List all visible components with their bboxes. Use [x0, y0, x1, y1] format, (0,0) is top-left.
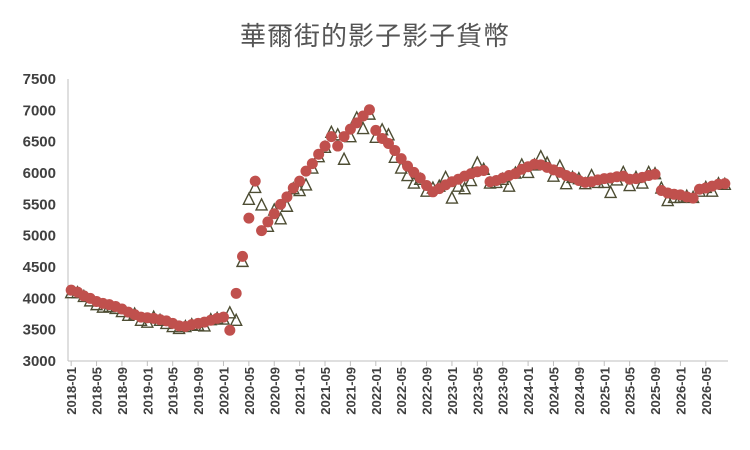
- x-tick-label: 2025-05: [623, 367, 638, 415]
- x-tick-label: 2021-09: [343, 367, 358, 415]
- data-point-circle: [649, 168, 661, 180]
- data-point-triangle: [603, 184, 618, 199]
- x-tick-label: 2018-09: [115, 367, 130, 415]
- data-point-circle: [281, 191, 293, 203]
- data-point-triangle: [248, 179, 262, 194]
- x-tick-labels: 2018-01 2018-05 2018-09 2019-01 2019-05 2019-…: [64, 361, 714, 415]
- y-tick-label: 7500: [23, 71, 56, 88]
- data-point-triangle: [445, 190, 459, 204]
- x-tick-label: 2023-01: [445, 367, 460, 415]
- x-tick-label: 2022-05: [394, 367, 409, 415]
- data-point-circle: [313, 148, 325, 160]
- data-point-triangle: [623, 177, 637, 192]
- data-point-circle: [294, 175, 306, 187]
- y-tick-label: 5000: [23, 228, 56, 245]
- y-tick-label: 6500: [23, 134, 56, 151]
- data-point-circle: [306, 158, 318, 170]
- x-tick-label: 2024-09: [572, 367, 587, 415]
- y-tick-label: 6000: [23, 165, 56, 182]
- chart-title: 華爾街的影子影子貨幣: [239, 22, 510, 52]
- data-point-triangle: [356, 120, 370, 135]
- data-point-triangle: [458, 181, 472, 195]
- data-point-circle: [237, 250, 249, 262]
- data-point-circle: [217, 311, 229, 323]
- data-point-circle: [363, 104, 375, 116]
- data-point-circle: [325, 131, 337, 143]
- series-circle: [65, 104, 731, 336]
- data-point-circle: [249, 175, 261, 187]
- y-tick-label: 3000: [23, 353, 56, 370]
- x-tick-label: 2025-01: [597, 367, 612, 415]
- x-tick-label: 2023-05: [470, 367, 485, 415]
- series-layer: [64, 104, 732, 336]
- x-tick-label: 2020-09: [267, 367, 282, 415]
- data-point-triangle: [254, 197, 269, 211]
- y-tick-label: 4500: [23, 259, 56, 276]
- data-point-circle: [243, 212, 255, 224]
- y-tick-label: 7000: [23, 102, 56, 119]
- data-point-circle: [414, 172, 426, 184]
- data-point-triangle: [407, 175, 421, 189]
- data-point-circle: [687, 192, 699, 204]
- x-tick-label: 2021-05: [318, 367, 333, 415]
- axes-layer: [67, 79, 728, 362]
- data-point-circle: [275, 198, 287, 210]
- x-tick-label: 2023-09: [496, 367, 511, 415]
- y-tick-label: 4000: [23, 290, 56, 307]
- data-point-circle: [370, 124, 382, 136]
- series-triangle: [64, 106, 732, 335]
- y-tick-label: 3500: [23, 322, 56, 339]
- data-point-triangle: [273, 211, 288, 225]
- data-point-circle: [332, 140, 344, 152]
- x-tick-label: 2019-09: [191, 367, 206, 415]
- data-point-triangle: [337, 151, 351, 165]
- y-tick-labels: 3000 3500 4000 4500 5000 5500 6000 6500 7000 7500: [23, 71, 56, 370]
- x-tick-label: 2025-09: [648, 367, 663, 415]
- y-tick-label: 5500: [23, 196, 56, 213]
- x-tick-label: 2022-01: [369, 367, 384, 415]
- data-point-circle: [719, 178, 731, 190]
- x-tick-label: 2018-05: [90, 367, 105, 415]
- x-tick-label: 2024-05: [546, 367, 561, 415]
- data-point-circle: [338, 131, 350, 143]
- x-tick-label: 2018-01: [64, 367, 79, 415]
- x-tick-label: 2026-01: [673, 367, 688, 415]
- x-tick-label: 2019-01: [140, 367, 155, 415]
- data-point-triangle: [559, 176, 573, 190]
- data-point-circle: [262, 216, 274, 228]
- x-tick-label: 2026-05: [699, 367, 714, 415]
- data-point-circle: [478, 164, 490, 176]
- data-point-circle: [395, 153, 407, 165]
- data-point-triangle: [242, 191, 256, 206]
- data-point-circle: [268, 208, 280, 220]
- x-tick-label: 2020-01: [216, 367, 231, 415]
- data-point-triangle: [229, 312, 243, 326]
- data-point-circle: [230, 287, 242, 299]
- data-point-circle: [389, 144, 401, 156]
- data-point-circle: [224, 324, 236, 336]
- data-point-triangle: [223, 305, 237, 319]
- data-point-triangle: [502, 178, 516, 192]
- x-tick-label: 2022-09: [420, 367, 435, 415]
- x-tick-label: 2021-01: [293, 367, 308, 415]
- data-point-circle: [256, 225, 268, 237]
- x-tick-label: 2024-01: [521, 367, 536, 415]
- x-tick-label: 2020-05: [242, 367, 257, 415]
- data-point-circle: [300, 165, 312, 177]
- data-point-circle: [319, 140, 331, 152]
- x-tick-label: 2019-05: [166, 367, 181, 415]
